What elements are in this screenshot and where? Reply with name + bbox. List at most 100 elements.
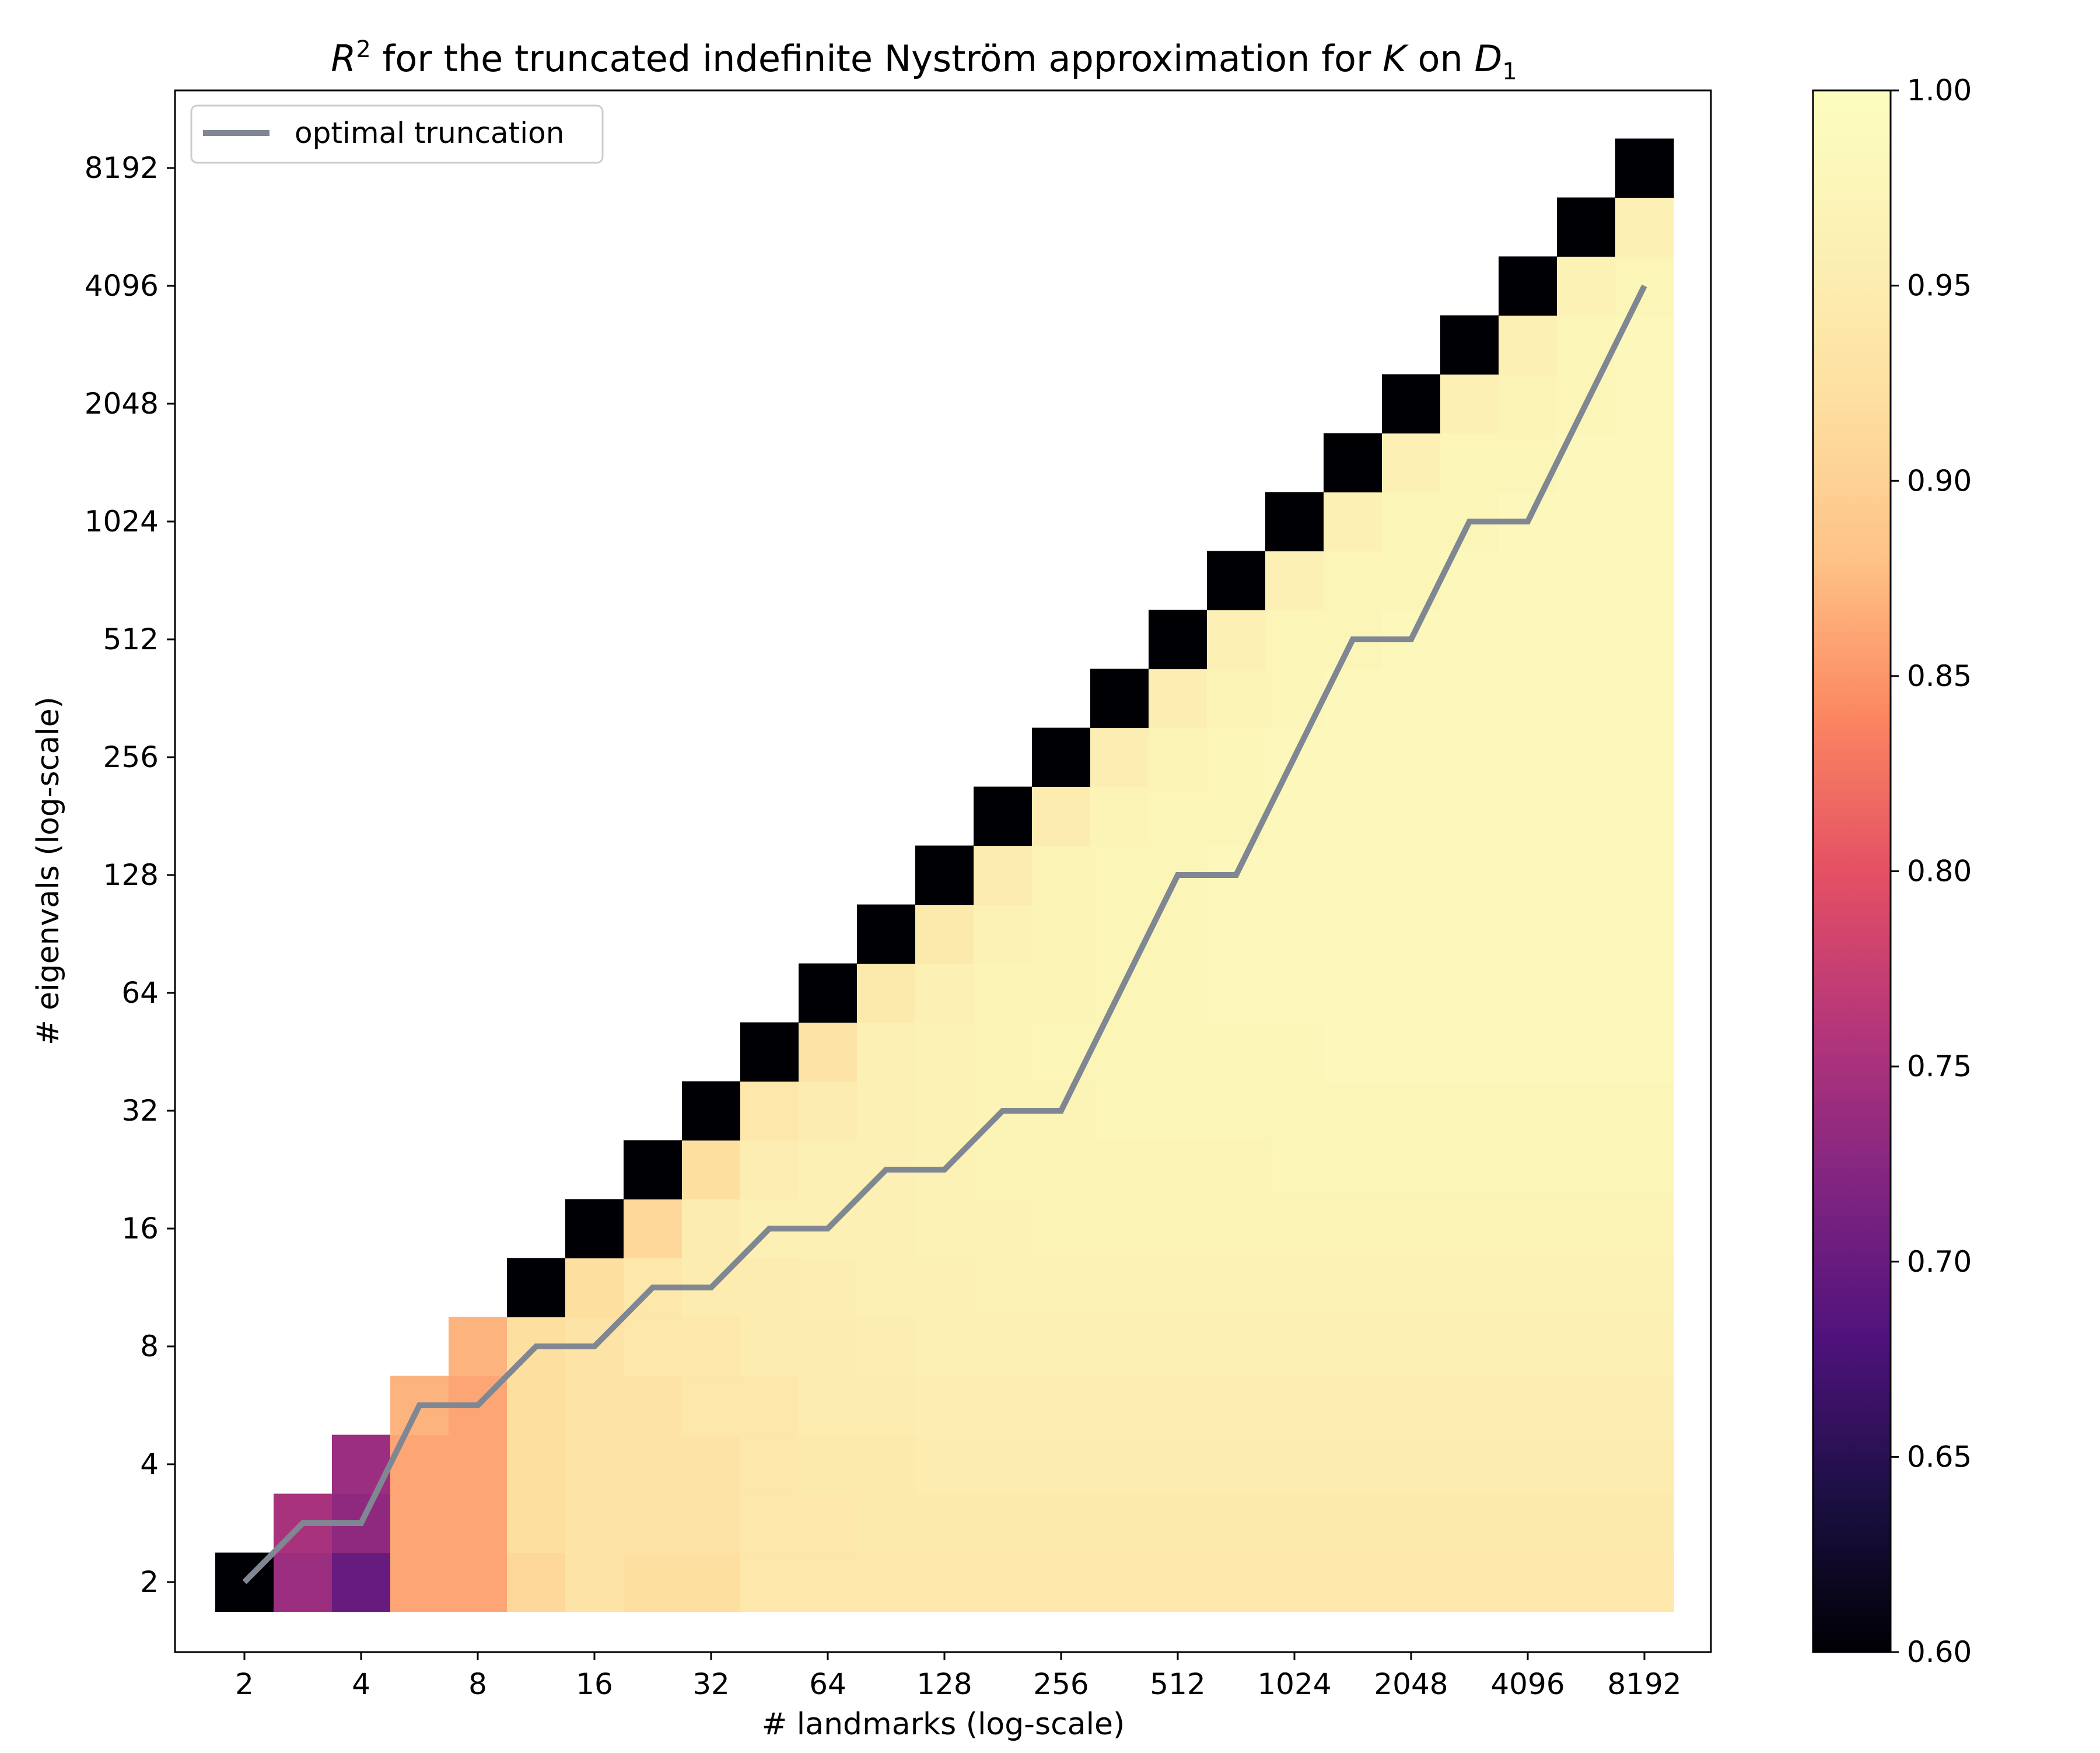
heatmap-cell (624, 1493, 682, 1553)
heatmap-cell (857, 1199, 916, 1259)
heatmap-cell (1149, 1317, 1208, 1377)
heatmap-cell (1557, 1022, 1616, 1082)
heatmap-cell (1265, 610, 1324, 670)
heatmap-cell (915, 963, 974, 1023)
heatmap-cell (1265, 1552, 1324, 1612)
x-tick-label: 8192 (1607, 1667, 1681, 1701)
heatmap-cell (740, 1022, 799, 1082)
heatmap-cell (1557, 1081, 1616, 1141)
heatmap-cell (1149, 1434, 1208, 1495)
series-line-optimal-truncation (242, 284, 1647, 1584)
heatmap-cell (1265, 1434, 1324, 1495)
heatmap-cell (1440, 1376, 1499, 1436)
y-tick-label: 8192 (85, 151, 159, 185)
heatmap-cell (974, 904, 1032, 964)
y-tick-label: 2 (140, 1565, 159, 1599)
heatmap-cell (682, 1376, 741, 1436)
heatmap-cell (565, 1376, 624, 1436)
colorbar-tick-label: 0.90 (1907, 464, 1972, 498)
heatmap-cell (1207, 1552, 1266, 1612)
y-tick-label: 16 (121, 1212, 159, 1245)
heatmap-cell (624, 1140, 682, 1200)
heatmap-cell (565, 1552, 624, 1612)
heatmap-cell (1440, 315, 1499, 375)
heatmap-cell (1557, 1376, 1616, 1436)
heatmap-cell (1382, 374, 1441, 434)
heatmap-cell (1440, 1493, 1499, 1553)
x-tick-label: 4096 (1490, 1667, 1564, 1701)
heatmap-cell (1032, 963, 1091, 1023)
y-tick-label: 32 (121, 1094, 159, 1128)
title-d-symbol: D (1474, 37, 1502, 80)
x-tick-label: 1024 (1257, 1667, 1331, 1701)
heatmap-cell (1324, 786, 1382, 846)
heatmap-cell (1499, 786, 1558, 846)
heatmap-cell (1440, 610, 1499, 670)
heatmap-cell (1615, 1199, 1674, 1259)
heatmap-cell (915, 1376, 974, 1436)
heatmap-cell (1149, 786, 1208, 846)
heatmap-cell (857, 1317, 916, 1377)
heatmap-cell (1324, 1022, 1382, 1082)
heatmap-cell (1615, 963, 1674, 1023)
y-tick-label: 8 (140, 1329, 159, 1363)
legend-label: optimal truncation (295, 116, 564, 150)
heatmap-cell (390, 1493, 449, 1553)
heatmap-cell (1382, 433, 1441, 493)
heatmap-cell (974, 1552, 1032, 1612)
heatmap-cell (740, 1376, 799, 1436)
heatmap-cell (1149, 1140, 1208, 1200)
heatmap-cell (1440, 1552, 1499, 1612)
heatmap-cell (1207, 1199, 1266, 1259)
colorbar-tick-label: 0.85 (1907, 659, 1972, 693)
heatmap-cell (1382, 727, 1441, 788)
heatmap-cell (1324, 1434, 1382, 1495)
heatmap-cell (1440, 1140, 1499, 1200)
heatmap-cell (1615, 1022, 1674, 1082)
heatmap-cell (1090, 1140, 1149, 1200)
heatmap-cell (799, 1258, 858, 1318)
heatmap-cell (915, 1199, 974, 1259)
y-tick-label: 4096 (85, 269, 159, 303)
heatmap-cell (857, 1376, 916, 1436)
heatmap-cell (1499, 845, 1558, 905)
y-tick-label: 4 (140, 1447, 159, 1481)
heatmap-cell (857, 1258, 916, 1318)
heatmap-cell (1499, 1317, 1558, 1377)
y-tick-label: 2048 (85, 387, 159, 421)
heatmap-cell (1207, 727, 1266, 788)
heatmap-cell (1382, 1434, 1441, 1495)
heatmap-cell (1265, 1493, 1324, 1553)
title-k-symbol: K (1382, 37, 1409, 80)
x-tick-label: 256 (1033, 1667, 1088, 1701)
heatmap-cell (1557, 197, 1616, 257)
heatmap-cell (1149, 1199, 1208, 1259)
heatmap-cell (1324, 1493, 1382, 1553)
heatmap-cell (1207, 1434, 1266, 1495)
heatmap-cell (1382, 492, 1441, 552)
heatmap-cell (1032, 1376, 1091, 1436)
heatmap-cell (740, 1493, 799, 1553)
legend-box (190, 104, 604, 164)
heatmap-cell (1499, 727, 1558, 788)
heatmap-cell (1440, 1317, 1499, 1377)
heatmap-cell (1440, 786, 1499, 846)
x-tick-label: 16 (576, 1667, 613, 1701)
heatmap-cell (1265, 1376, 1324, 1436)
heatmap-cell (1557, 1258, 1616, 1318)
heatmap-cell (1265, 1258, 1324, 1318)
heatmap-cell (507, 1552, 566, 1612)
heatmap-cell (915, 1022, 974, 1082)
heatmap-cell (974, 963, 1032, 1023)
heatmap-cell (682, 1317, 741, 1377)
heatmap-cell (1149, 610, 1208, 670)
heatmap-cell (1265, 1199, 1324, 1259)
heatmap-cell (1090, 1552, 1149, 1612)
heatmap-cell (799, 1140, 858, 1200)
colorbar-tick-label: 0.80 (1907, 855, 1972, 888)
heatmap-cell (1324, 727, 1382, 788)
heatmap-cell (1615, 1140, 1674, 1200)
chart-title: R2 for the truncated indefinite Nyström … (331, 36, 1517, 85)
heatmap-cell (1557, 1434, 1616, 1495)
